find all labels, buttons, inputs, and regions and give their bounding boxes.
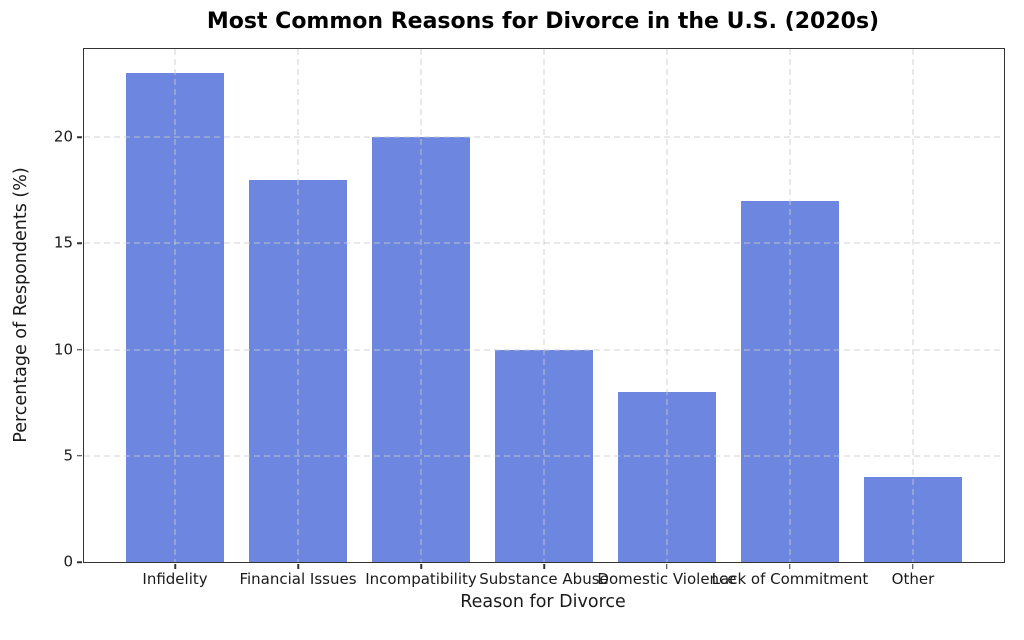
gridline-x-domestic-violence xyxy=(666,49,668,562)
y-tick-label-0: 0 xyxy=(63,552,73,571)
gridline-x-incompatibility xyxy=(420,49,422,562)
y-tick-label-15: 15 xyxy=(53,233,73,252)
x-tick-financial-issues xyxy=(297,564,299,569)
x-tick-label-lack-of-commitment: Lack of Commitment xyxy=(711,570,869,588)
x-tick-label-incompatibility: Incompatibility xyxy=(365,570,477,588)
y-tick-5 xyxy=(77,455,82,457)
x-axis-label: Reason for Divorce xyxy=(460,592,626,612)
x-tick-label-substance-abuse: Substance Abuse xyxy=(479,570,609,588)
x-tick-substance-abuse xyxy=(543,564,545,569)
x-tick-incompatibility xyxy=(420,564,422,569)
x-tick-label-infidelity: Infidelity xyxy=(142,570,208,588)
y-tick-label-20: 20 xyxy=(53,127,73,146)
gridline-x-lack-of-commitment xyxy=(789,49,791,562)
y-axis-label: Percentage of Respondents (%) xyxy=(11,167,31,443)
y-tick-15 xyxy=(77,242,82,245)
y-tick-label-5: 5 xyxy=(63,446,73,465)
y-tick-20 xyxy=(77,136,82,138)
gridline-x-other xyxy=(912,49,914,562)
gridline-x-infidelity xyxy=(174,49,176,562)
x-tick-label-domestic-violence: Domestic Violence xyxy=(597,570,737,588)
x-tick-domestic-violence xyxy=(666,564,668,569)
chart-title: Most Common Reasons for Divorce in the U… xyxy=(206,9,880,34)
x-tick-lack-of-commitment xyxy=(789,564,791,569)
y-tick-label-10: 10 xyxy=(53,340,73,359)
x-tick-label-financial-issues: Financial Issues xyxy=(239,570,357,588)
plot-area: Infidelity Financial Issues Incompatibilit… xyxy=(54,48,1005,587)
gridline-y-5 xyxy=(84,455,1004,457)
x-tick-label-other: Other xyxy=(891,570,935,588)
gridline-x-financial-issues xyxy=(297,49,299,562)
y-tick-0 xyxy=(77,561,82,563)
y-tick-10 xyxy=(77,348,82,351)
gridline-y-15 xyxy=(84,242,1004,244)
gridline-y-10 xyxy=(84,349,1004,351)
x-tick-other xyxy=(912,564,914,569)
gridline-y-20 xyxy=(84,136,1004,138)
gridline-x-substance-abuse xyxy=(543,49,545,562)
x-tick-infidelity xyxy=(174,564,176,569)
